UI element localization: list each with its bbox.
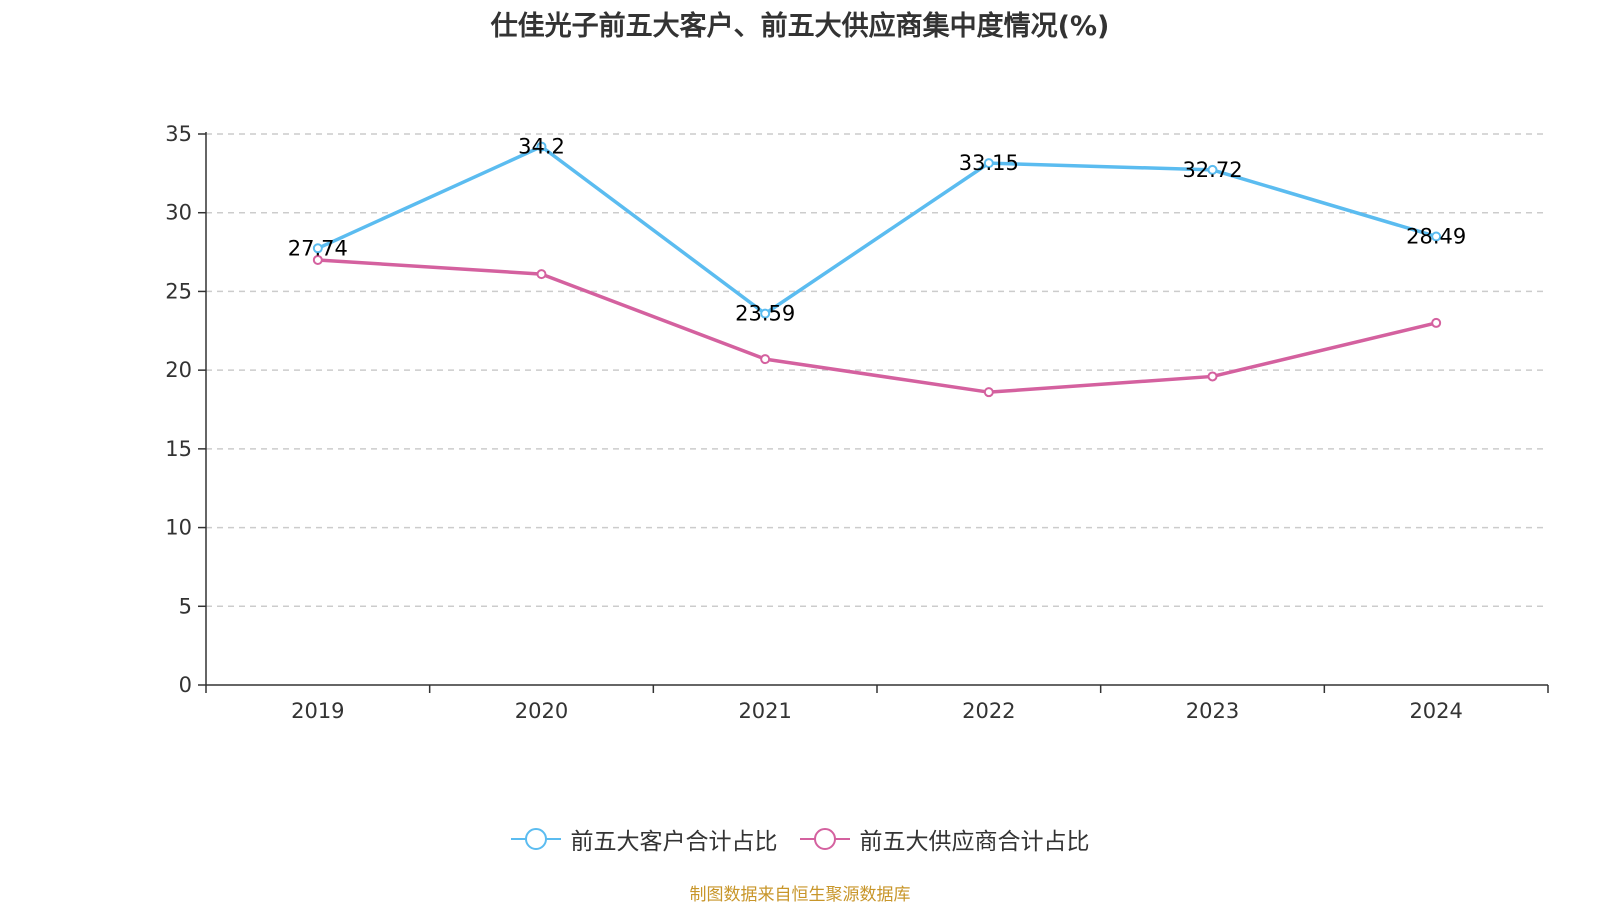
series-line-customers (317, 144, 1437, 316)
line-chart: 0 5 10 15 20 25 30 35 2019 2020 2021 2022 2023 2024 27… (165, 122, 1549, 723)
data-point[interactable] (536, 141, 547, 152)
data-point[interactable] (312, 243, 323, 254)
data-point[interactable] (983, 158, 994, 169)
data-point[interactable] (1207, 371, 1218, 382)
data-point[interactable] (760, 308, 771, 319)
x-tick-label: 2022 (962, 699, 1015, 723)
legend-marker-suppliers (799, 828, 850, 850)
data-point[interactable] (312, 254, 323, 265)
legend-label-customers: 前五大客户合计占比 (570, 829, 778, 855)
data-point[interactable] (1431, 317, 1442, 328)
x-tick-label: 2019 (291, 699, 344, 723)
data-point[interactable] (760, 354, 771, 365)
data-label: 33.15 (959, 151, 1019, 175)
series-line-suppliers (317, 258, 1437, 394)
y-tick-label: 35 (165, 122, 192, 146)
chart-title: 仕佳光子前五大客户、前五大供应商集中度情况(%) (490, 11, 1110, 42)
y-tick-label: 15 (165, 437, 192, 461)
y-tick-label: 10 (165, 516, 192, 540)
y-tick-label: 5 (179, 594, 192, 618)
data-label: 32.72 (1182, 158, 1242, 182)
data-label: 23.59 (735, 302, 795, 326)
source-note: 制图数据来自恒生聚源数据库 (689, 885, 911, 905)
data-label: 28.49 (1406, 224, 1466, 248)
data-label: 34.2 (518, 135, 565, 159)
legend-marker-customers (510, 828, 561, 850)
data-point[interactable] (1431, 231, 1442, 242)
data-point[interactable] (1207, 164, 1218, 175)
y-tick-label: 20 (165, 358, 192, 382)
x-tick-label: 2021 (738, 699, 791, 723)
y-tick-label: 0 (179, 673, 192, 697)
data-point[interactable] (536, 269, 547, 280)
legend-item-customers[interactable]: 前五大客户合计占比 (510, 822, 778, 856)
x-tick-label: 2024 (1409, 699, 1462, 723)
x-tick-label: 2023 (1186, 699, 1239, 723)
x-tick-label: 2020 (515, 699, 568, 723)
y-tick-label: 25 (165, 279, 192, 303)
legend: 前五大客户合计占比 前五大供应商合计占比 (0, 822, 1600, 856)
y-tick-label: 30 (165, 201, 192, 225)
data-point[interactable] (983, 387, 994, 398)
data-label: 27.74 (288, 236, 348, 260)
legend-label-suppliers: 前五大供应商合计占比 (859, 829, 1090, 855)
legend-item-suppliers[interactable]: 前五大供应商合计占比 (799, 822, 1090, 856)
